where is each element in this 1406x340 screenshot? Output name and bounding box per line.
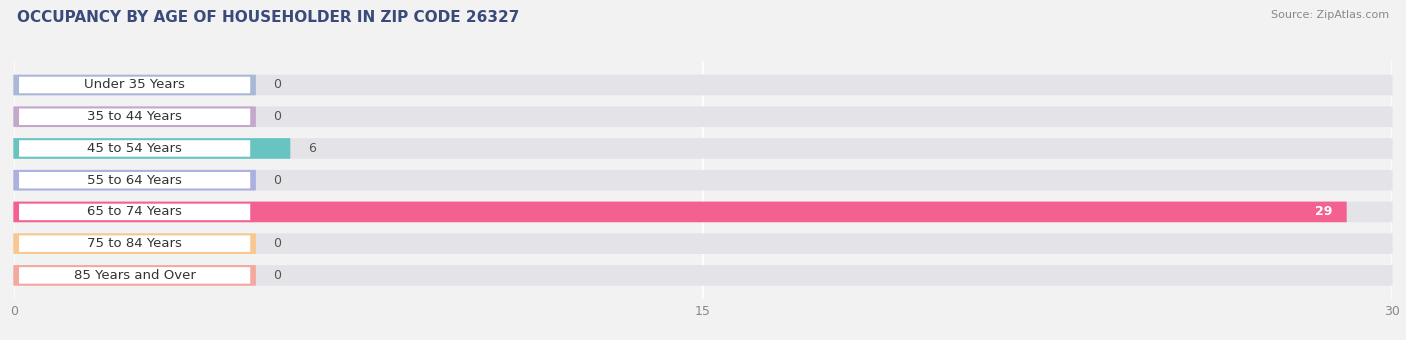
FancyBboxPatch shape	[20, 267, 250, 284]
Text: OCCUPANCY BY AGE OF HOUSEHOLDER IN ZIP CODE 26327: OCCUPANCY BY AGE OF HOUSEHOLDER IN ZIP C…	[17, 10, 519, 25]
FancyBboxPatch shape	[14, 202, 1392, 222]
FancyBboxPatch shape	[20, 172, 250, 188]
FancyBboxPatch shape	[14, 265, 256, 286]
FancyBboxPatch shape	[14, 138, 1392, 159]
FancyBboxPatch shape	[14, 265, 1392, 286]
FancyBboxPatch shape	[14, 138, 290, 159]
Text: 35 to 44 Years: 35 to 44 Years	[87, 110, 181, 123]
FancyBboxPatch shape	[20, 77, 250, 93]
Text: Under 35 Years: Under 35 Years	[84, 79, 186, 91]
FancyBboxPatch shape	[14, 202, 1347, 222]
FancyBboxPatch shape	[20, 235, 250, 252]
Text: 0: 0	[274, 79, 281, 91]
Text: 29: 29	[1315, 205, 1333, 218]
FancyBboxPatch shape	[14, 106, 256, 127]
FancyBboxPatch shape	[14, 233, 256, 254]
FancyBboxPatch shape	[14, 75, 1392, 95]
Text: Source: ZipAtlas.com: Source: ZipAtlas.com	[1271, 10, 1389, 20]
Text: 75 to 84 Years: 75 to 84 Years	[87, 237, 181, 250]
FancyBboxPatch shape	[20, 108, 250, 125]
Text: 45 to 54 Years: 45 to 54 Years	[87, 142, 181, 155]
Text: 6: 6	[308, 142, 316, 155]
Text: 0: 0	[274, 237, 281, 250]
Text: 65 to 74 Years: 65 to 74 Years	[87, 205, 181, 218]
FancyBboxPatch shape	[14, 106, 1392, 127]
FancyBboxPatch shape	[20, 140, 250, 157]
FancyBboxPatch shape	[14, 170, 1392, 190]
FancyBboxPatch shape	[14, 233, 1392, 254]
FancyBboxPatch shape	[14, 75, 256, 95]
Text: 55 to 64 Years: 55 to 64 Years	[87, 174, 181, 187]
Text: 0: 0	[274, 110, 281, 123]
Text: 85 Years and Over: 85 Years and Over	[73, 269, 195, 282]
FancyBboxPatch shape	[14, 170, 256, 190]
Text: 0: 0	[274, 174, 281, 187]
FancyBboxPatch shape	[20, 204, 250, 220]
Text: 0: 0	[274, 269, 281, 282]
